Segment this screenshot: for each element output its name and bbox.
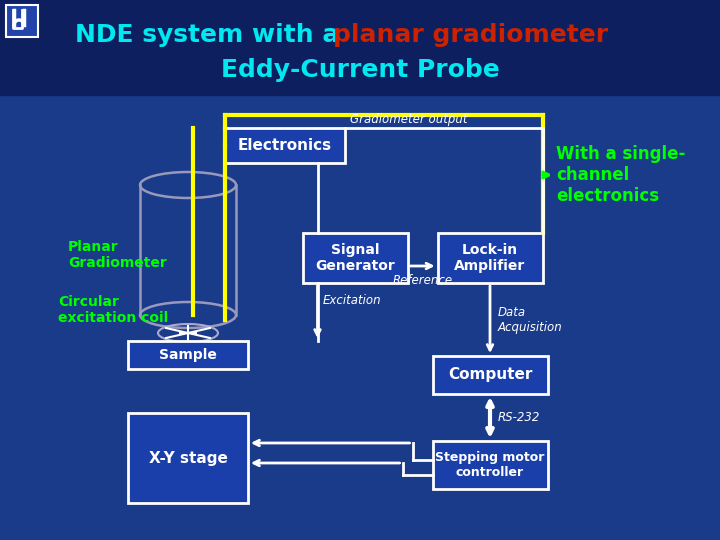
Text: Reference: Reference [392, 273, 453, 287]
FancyBboxPatch shape [433, 441, 547, 489]
Text: Stepping motor
controller: Stepping motor controller [436, 451, 545, 479]
Text: Eddy-Current Probe: Eddy-Current Probe [220, 58, 500, 82]
Text: Excitation: Excitation [323, 294, 381, 307]
FancyBboxPatch shape [128, 341, 248, 369]
Text: planar gradiometer: planar gradiometer [333, 23, 608, 47]
Text: NDE system with a: NDE system with a [75, 23, 348, 47]
Text: With a single-
channel
electronics: With a single- channel electronics [556, 145, 685, 205]
Text: RS-232: RS-232 [498, 411, 541, 424]
Text: Sample: Sample [159, 348, 217, 362]
Bar [0, 0, 720, 95]
Text: X-Y stage: X-Y stage [148, 450, 228, 465]
Text: Lock-in
Amplifier: Lock-in Amplifier [454, 243, 526, 273]
FancyBboxPatch shape [302, 233, 408, 283]
Text: Computer: Computer [448, 368, 532, 382]
FancyBboxPatch shape [225, 127, 345, 163]
Bar [6, 5, 38, 37]
Text: Signal
Generator: Signal Generator [315, 243, 395, 273]
Text: Circular
excitation coil: Circular excitation coil [58, 295, 168, 325]
Text: Planar
Gradiometer: Planar Gradiometer [68, 240, 167, 270]
FancyBboxPatch shape [128, 413, 248, 503]
Text: Data
Acquisition: Data Acquisition [498, 306, 563, 334]
Text: Gradiometer output: Gradiometer output [350, 113, 467, 126]
FancyBboxPatch shape [433, 356, 547, 394]
FancyBboxPatch shape [438, 233, 542, 283]
Text: Electronics: Electronics [238, 138, 332, 152]
